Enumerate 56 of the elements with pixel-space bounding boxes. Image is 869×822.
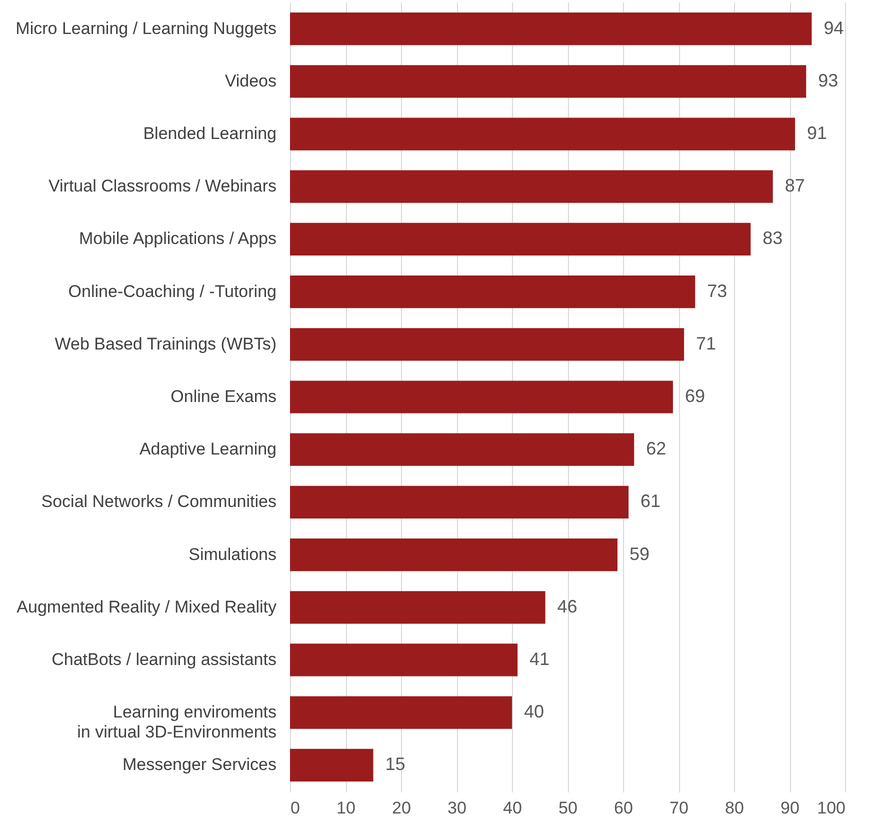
bar: [290, 591, 546, 624]
y-tick-label: Mobile Applications / Apps: [78, 229, 276, 248]
y-tick-label: Online-Coaching / -Tutoring: [68, 282, 276, 301]
data-label: 61: [640, 491, 661, 512]
x-tick-label: 100: [817, 798, 846, 818]
data-label: 15: [385, 754, 406, 774]
bar: [290, 748, 374, 782]
x-tick-label: 0: [290, 798, 300, 818]
bar: [290, 644, 518, 676]
bar: [290, 328, 684, 361]
y-tick-label: Messenger Services: [122, 755, 276, 774]
bar: [290, 433, 634, 466]
y-tick-label: Online Exams: [170, 387, 276, 406]
bar: [290, 380, 673, 414]
data-label: 71: [696, 333, 716, 354]
bar: [290, 538, 618, 572]
y-tick-label: Micro Learning / Learning Nuggets: [16, 18, 276, 38]
y-tick-label: Web Based Trainings (WBTs): [54, 334, 276, 354]
data-label: 46: [557, 596, 578, 616]
data-label: 59: [629, 544, 650, 564]
bar: [290, 118, 796, 150]
data-label: 62: [646, 438, 666, 459]
y-tick-label: Videos: [224, 71, 276, 90]
data-label: 94: [824, 18, 844, 38]
data-label: 73: [707, 280, 728, 301]
bar: [290, 276, 696, 308]
data-label: 83: [762, 228, 783, 248]
y-tick-label: Virtual Classrooms / Webinars: [48, 176, 276, 196]
y-tick-label: Adaptive Learning: [139, 440, 276, 459]
data-label: 40: [524, 702, 544, 722]
y-tick-label: Blended Learning: [143, 124, 276, 144]
x-tick-label: 70: [670, 798, 688, 818]
x-tick-label: 50: [558, 798, 578, 818]
y-tick-label: ChatBots / learning assistants: [52, 650, 276, 669]
bar: [290, 65, 806, 98]
x-tick-label: 60: [614, 798, 633, 818]
bar: [290, 486, 629, 518]
bar: [290, 222, 751, 256]
data-label: 91: [807, 123, 828, 144]
bar: [290, 12, 812, 46]
x-tick-label: 10: [336, 798, 356, 818]
x-tick-label: 40: [503, 798, 522, 818]
x-tick-label: 80: [725, 798, 744, 818]
bar: [290, 696, 512, 729]
data-label: 41: [530, 648, 550, 669]
y-tick-label: Social Networks / Communities: [41, 492, 276, 512]
y-tick-label: Learning enviroments in virtual 3D-Environments: [77, 702, 276, 742]
y-tick-label: Simulations: [188, 544, 276, 564]
data-label: 69: [684, 386, 705, 406]
data-label: 93: [818, 70, 838, 90]
data-label: 87: [784, 176, 805, 196]
x-tick-label: 20: [392, 798, 411, 818]
x-tick-label: 30: [448, 798, 466, 818]
y-tick-label: Augmented Reality / Mixed Reality: [16, 597, 277, 616]
x-tick-label: 90: [780, 798, 800, 818]
bar: [290, 170, 773, 203]
